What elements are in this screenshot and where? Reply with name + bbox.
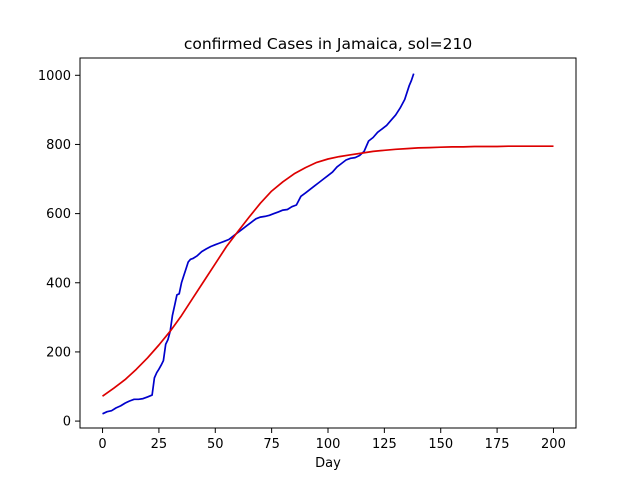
x-tick-label: 50	[207, 437, 224, 452]
x-tick-label: 100	[316, 437, 341, 452]
x-axis-label: Day	[315, 456, 341, 471]
x-tick-label: 200	[541, 437, 566, 452]
x-tick-label: 150	[428, 437, 453, 452]
y-tick-label: 600	[46, 207, 71, 222]
x-tick-label: 125	[372, 437, 397, 452]
series-layer	[102, 73, 554, 415]
x-tick-label: 25	[151, 437, 168, 452]
series-line-1	[102, 73, 415, 415]
chart-title: confirmed Cases in Jamaica, sol=210	[184, 35, 472, 53]
series-line-2	[102, 145, 554, 397]
x-axis-ticks: 0 25 50 75 100 125 150 175 200	[98, 428, 566, 452]
y-axis-ticks: 0 200 400 600 800 1000	[38, 69, 80, 430]
y-tick-label: 0	[63, 415, 71, 430]
y-tick-label: 1000	[38, 69, 71, 84]
x-tick-label: 175	[485, 437, 510, 452]
y-tick-label: 200	[46, 345, 71, 360]
y-tick-label: 400	[46, 276, 71, 291]
x-tick-label: 75	[263, 437, 280, 452]
y-tick-label: 800	[46, 138, 71, 153]
x-tick-label: 0	[98, 437, 106, 452]
